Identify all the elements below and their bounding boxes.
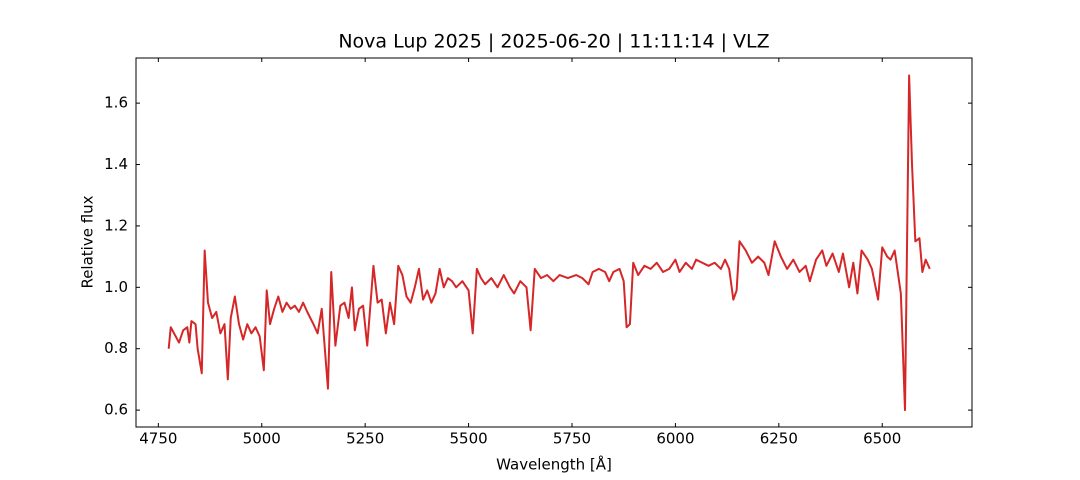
x-tick-label: 4750 (139, 430, 177, 448)
y-tick-label: 0.8 (104, 339, 128, 357)
x-tick-label: 6000 (656, 430, 694, 448)
y-tick-label: 1.2 (104, 216, 128, 234)
y-tick-label: 0.6 (104, 401, 128, 419)
x-tick-label: 6500 (863, 430, 901, 448)
x-tick-label: 6250 (760, 430, 798, 448)
x-axis-label: Wavelength [Å] (496, 455, 612, 474)
plot-frame (135, 57, 973, 428)
x-tick-label: 5500 (449, 430, 487, 448)
x-tick-label: 5000 (243, 430, 281, 448)
spectrum-line (167, 74, 931, 412)
chart-title: Nova Lup 2025 | 2025-06-20 | 11:11:14 | … (338, 31, 769, 53)
y-axis-label: Relative flux (79, 195, 97, 288)
x-tick-label: 5750 (553, 430, 591, 448)
y-tick-label: 1.4 (104, 155, 128, 173)
y-tick-label: 1.6 (104, 94, 128, 112)
y-tick-label: 1.0 (104, 278, 128, 296)
x-tick-label: 5250 (346, 430, 384, 448)
